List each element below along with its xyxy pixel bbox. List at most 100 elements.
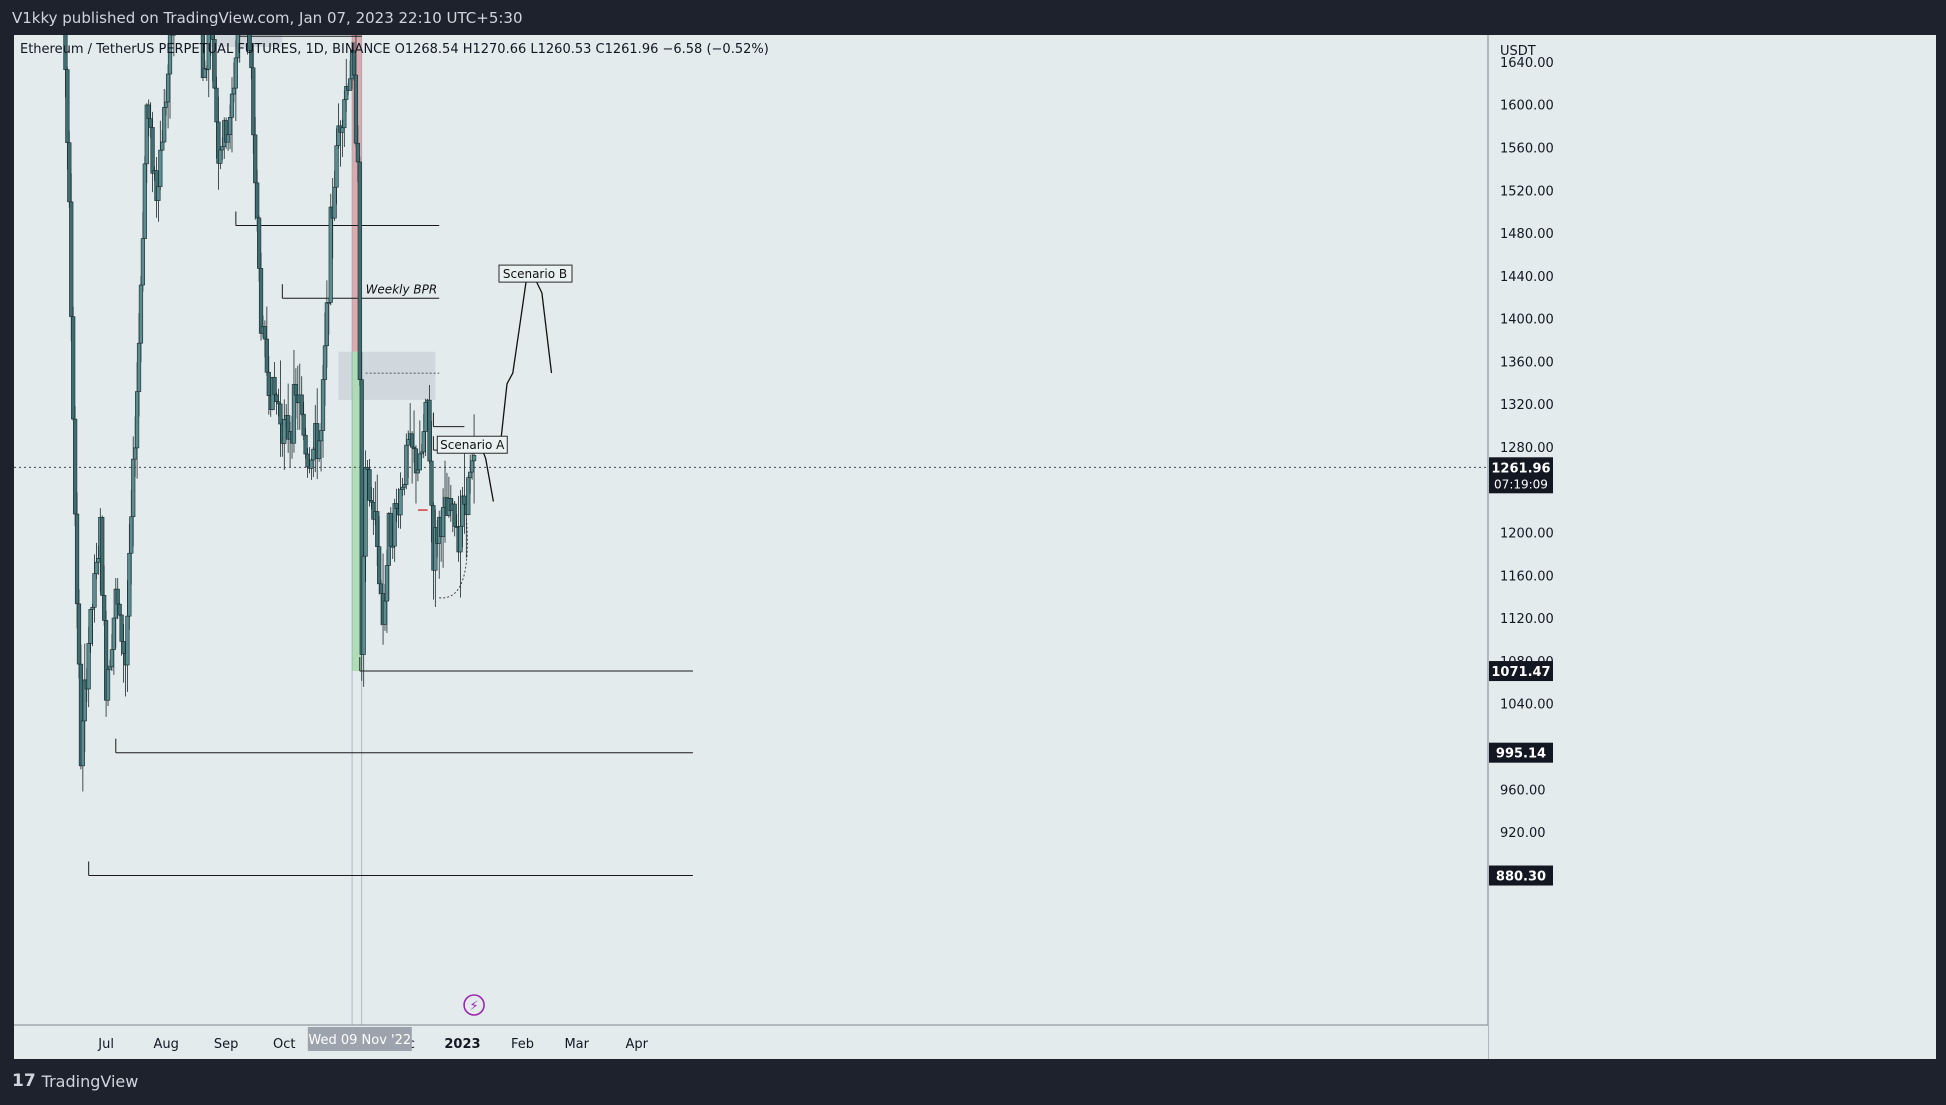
symbol-legend: Ethereum / TetherUS PERPETUAL FUTURES, 1… [20,42,769,57]
level-price-badge-bg [1489,742,1553,763]
candle-body [134,391,140,449]
candle-body [309,459,314,469]
candle-body [258,268,264,334]
y-tick-label: 1360.00 [1500,355,1554,370]
candle-body [299,394,304,415]
y-tick-label: 1520.00 [1500,184,1554,199]
tradingview-logo[interactable]: 17 TradingView [12,1071,138,1091]
candle-body [229,93,235,118]
candle-body [440,507,446,537]
candle-body [102,595,107,621]
candle-body [384,565,390,602]
candle-body [88,609,93,644]
x-tick-label: Jul [97,1037,114,1052]
candle-body [468,471,473,478]
candle-body [427,399,432,462]
candle-body [133,447,138,460]
currency-label: USDT [1500,44,1536,59]
candle-body [65,69,70,143]
tv-logo-icon: 17 [12,1071,36,1091]
candle-body [220,146,225,151]
candle-body [322,345,328,380]
candle-body [125,615,130,666]
candle-body [142,163,147,239]
candle-body [324,302,329,347]
candle-body [404,444,409,485]
scenario-b-label[interactable]: Scenario B [498,264,573,283]
level-price-badge: 880.30 [1489,865,1553,886]
candle-body [409,433,415,448]
candle-body [466,477,471,516]
candle-body [382,600,388,625]
y-tick-label: 960.00 [1500,783,1546,798]
candle-body [452,503,457,527]
x-tick-label: Sep [214,1037,239,1052]
candle-body [470,460,475,473]
candle-body [92,573,97,608]
candle-body [251,67,256,136]
candle-body [320,379,326,431]
annotation-weekly-bpr: Weekly BPR [366,282,438,296]
candle-body [402,484,407,488]
candle-body [276,401,281,405]
candle-body [328,206,333,303]
candle-body [109,649,115,668]
candle-body [255,182,260,219]
price-axis[interactable] [1488,35,1936,1059]
candle-body [417,453,422,471]
y-tick-label: 1200.00 [1500,527,1554,542]
candle-body [146,104,151,120]
level-price-badge-text: 995.14 [1496,747,1546,762]
price-chart[interactable]: Weekly BPR Scenario A Scenario B Ethereum /… [14,0,1936,1059]
candle-body [357,161,362,380]
candle-body [398,489,403,516]
candle-body [148,118,153,128]
candle-body [348,78,353,91]
time-axis[interactable] [14,1025,1488,1059]
candle-body [363,467,368,557]
x-tick-label: Feb [511,1037,534,1052]
level-price-badge-bg [1489,661,1553,682]
candle-body [121,641,126,654]
scenario-a-text: Scenario A [440,438,505,452]
candle-body [301,413,306,436]
scenario-a-label[interactable]: Scenario A [436,435,508,454]
chart-area[interactable]: Weekly BPR Scenario A Scenario B Ethereum /… [14,0,1936,1059]
candle-body [367,469,372,501]
candle-body [115,588,120,605]
level-price-badge-text: 1071.47 [1491,665,1550,680]
candle-body [303,434,308,455]
crosshair-date-bg [307,1027,412,1051]
candle-body [96,558,101,563]
candle-body [226,134,231,143]
crosshair-date-text: Wed 09 Nov '22 [308,1033,411,1048]
candle-body [73,418,78,515]
candle-body [305,453,310,468]
candle-body [76,603,82,665]
candle-body [361,555,366,655]
event-icon-glyph: ⚡ [470,999,479,1014]
candle-body [253,134,258,184]
candle-body [140,238,145,286]
candle-body [162,107,167,143]
y-tick-label: 1440.00 [1500,270,1554,285]
candle-body [150,127,155,174]
candle-body [131,458,136,518]
candle-body [365,467,370,470]
candle-body [340,127,345,133]
candle-body [107,666,113,670]
x-tick-label: Aug [153,1037,178,1052]
candle-body [342,99,347,129]
candle-body [80,720,85,767]
candle-body [264,338,269,373]
candle-body [136,342,142,392]
candle-body [413,448,419,474]
candle-body [74,513,80,605]
x-tick-label: Apr [626,1037,649,1052]
y-tick-label: 1400.00 [1500,313,1554,328]
footer-bar: 17 TradingView [0,1059,1946,1105]
candle-body [317,440,322,459]
lightning-event-icon[interactable]: ⚡ [463,994,485,1016]
rounding-bottom-curve [439,517,468,599]
y-tick-label: 1600.00 [1500,99,1554,114]
